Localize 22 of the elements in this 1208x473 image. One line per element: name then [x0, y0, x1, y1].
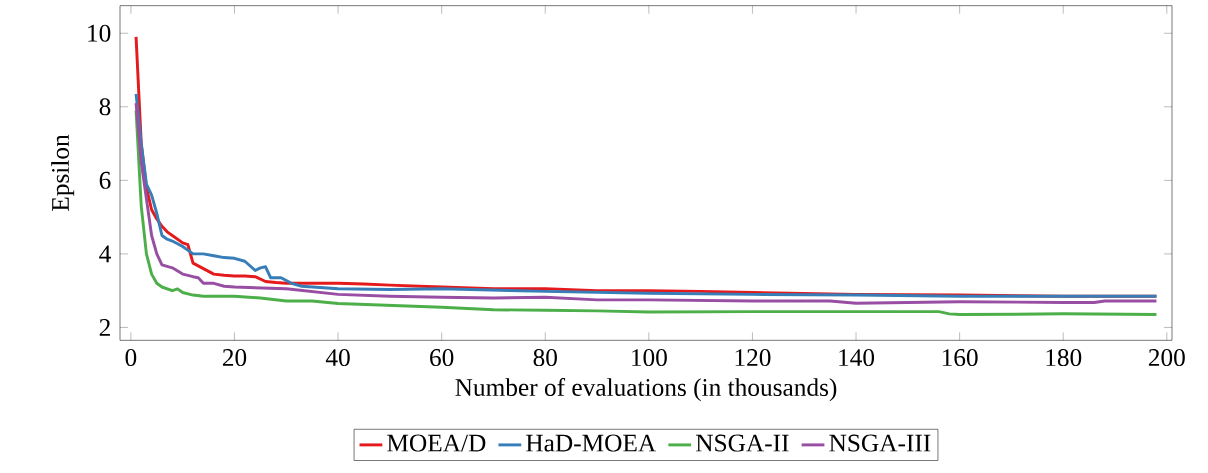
y-tick-label: 4: [99, 245, 111, 263]
legend-label: NSGA-III: [829, 434, 931, 452]
y-tick-label: 2: [99, 318, 110, 336]
x-tick-label: 120: [735, 348, 771, 366]
y-axis-title: Epsilon: [51, 134, 75, 211]
x-axis-title: Number of evaluations (in thousands): [455, 377, 837, 402]
y-tick-label: 8: [99, 98, 111, 116]
x-tick-label: 180: [1046, 348, 1082, 366]
y-tick-label: 10: [88, 24, 111, 42]
x-tick-label: 0: [125, 348, 137, 366]
x-tick-label: 80: [533, 348, 557, 366]
x-tick-label: 20: [222, 348, 247, 366]
y-tick-label: 6: [99, 171, 111, 189]
x-tick-label: 200: [1148, 348, 1185, 366]
legend-label: NSGA-II: [695, 434, 789, 452]
x-tick-label: 60: [430, 348, 454, 366]
x-tick-label: 140: [839, 348, 875, 366]
x-tick-label: 160: [942, 348, 978, 366]
legend-label: MOEA/D: [387, 434, 486, 452]
x-tick-label: 100: [632, 348, 667, 366]
legend-label: HaD-MOEA: [526, 434, 657, 452]
x-tick-label: 40: [325, 348, 350, 366]
